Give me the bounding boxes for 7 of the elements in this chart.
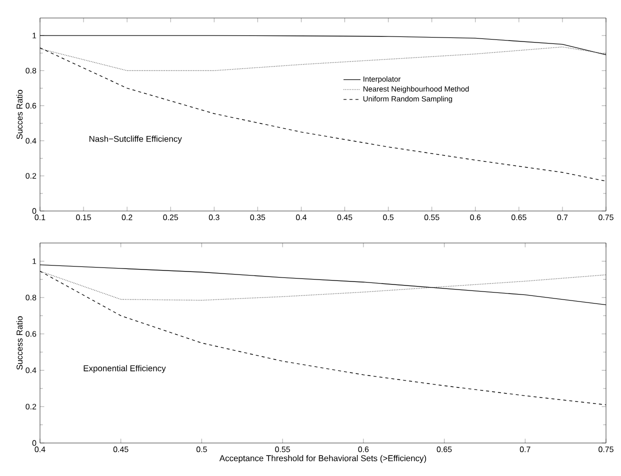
annotation: Exponential Efficiency [84, 365, 166, 373]
y-axis-title: Success Ratio [16, 316, 23, 370]
y-axis-title: Succes Ratio [16, 90, 23, 140]
line-series [40, 270, 606, 301]
x-axis-title: Acceptance Threshold for Behavioral Sets (>Efficiency) [219, 455, 426, 463]
line-series [40, 46, 606, 71]
annotation: Nash−Sutcliffe Efficiency [89, 136, 182, 144]
